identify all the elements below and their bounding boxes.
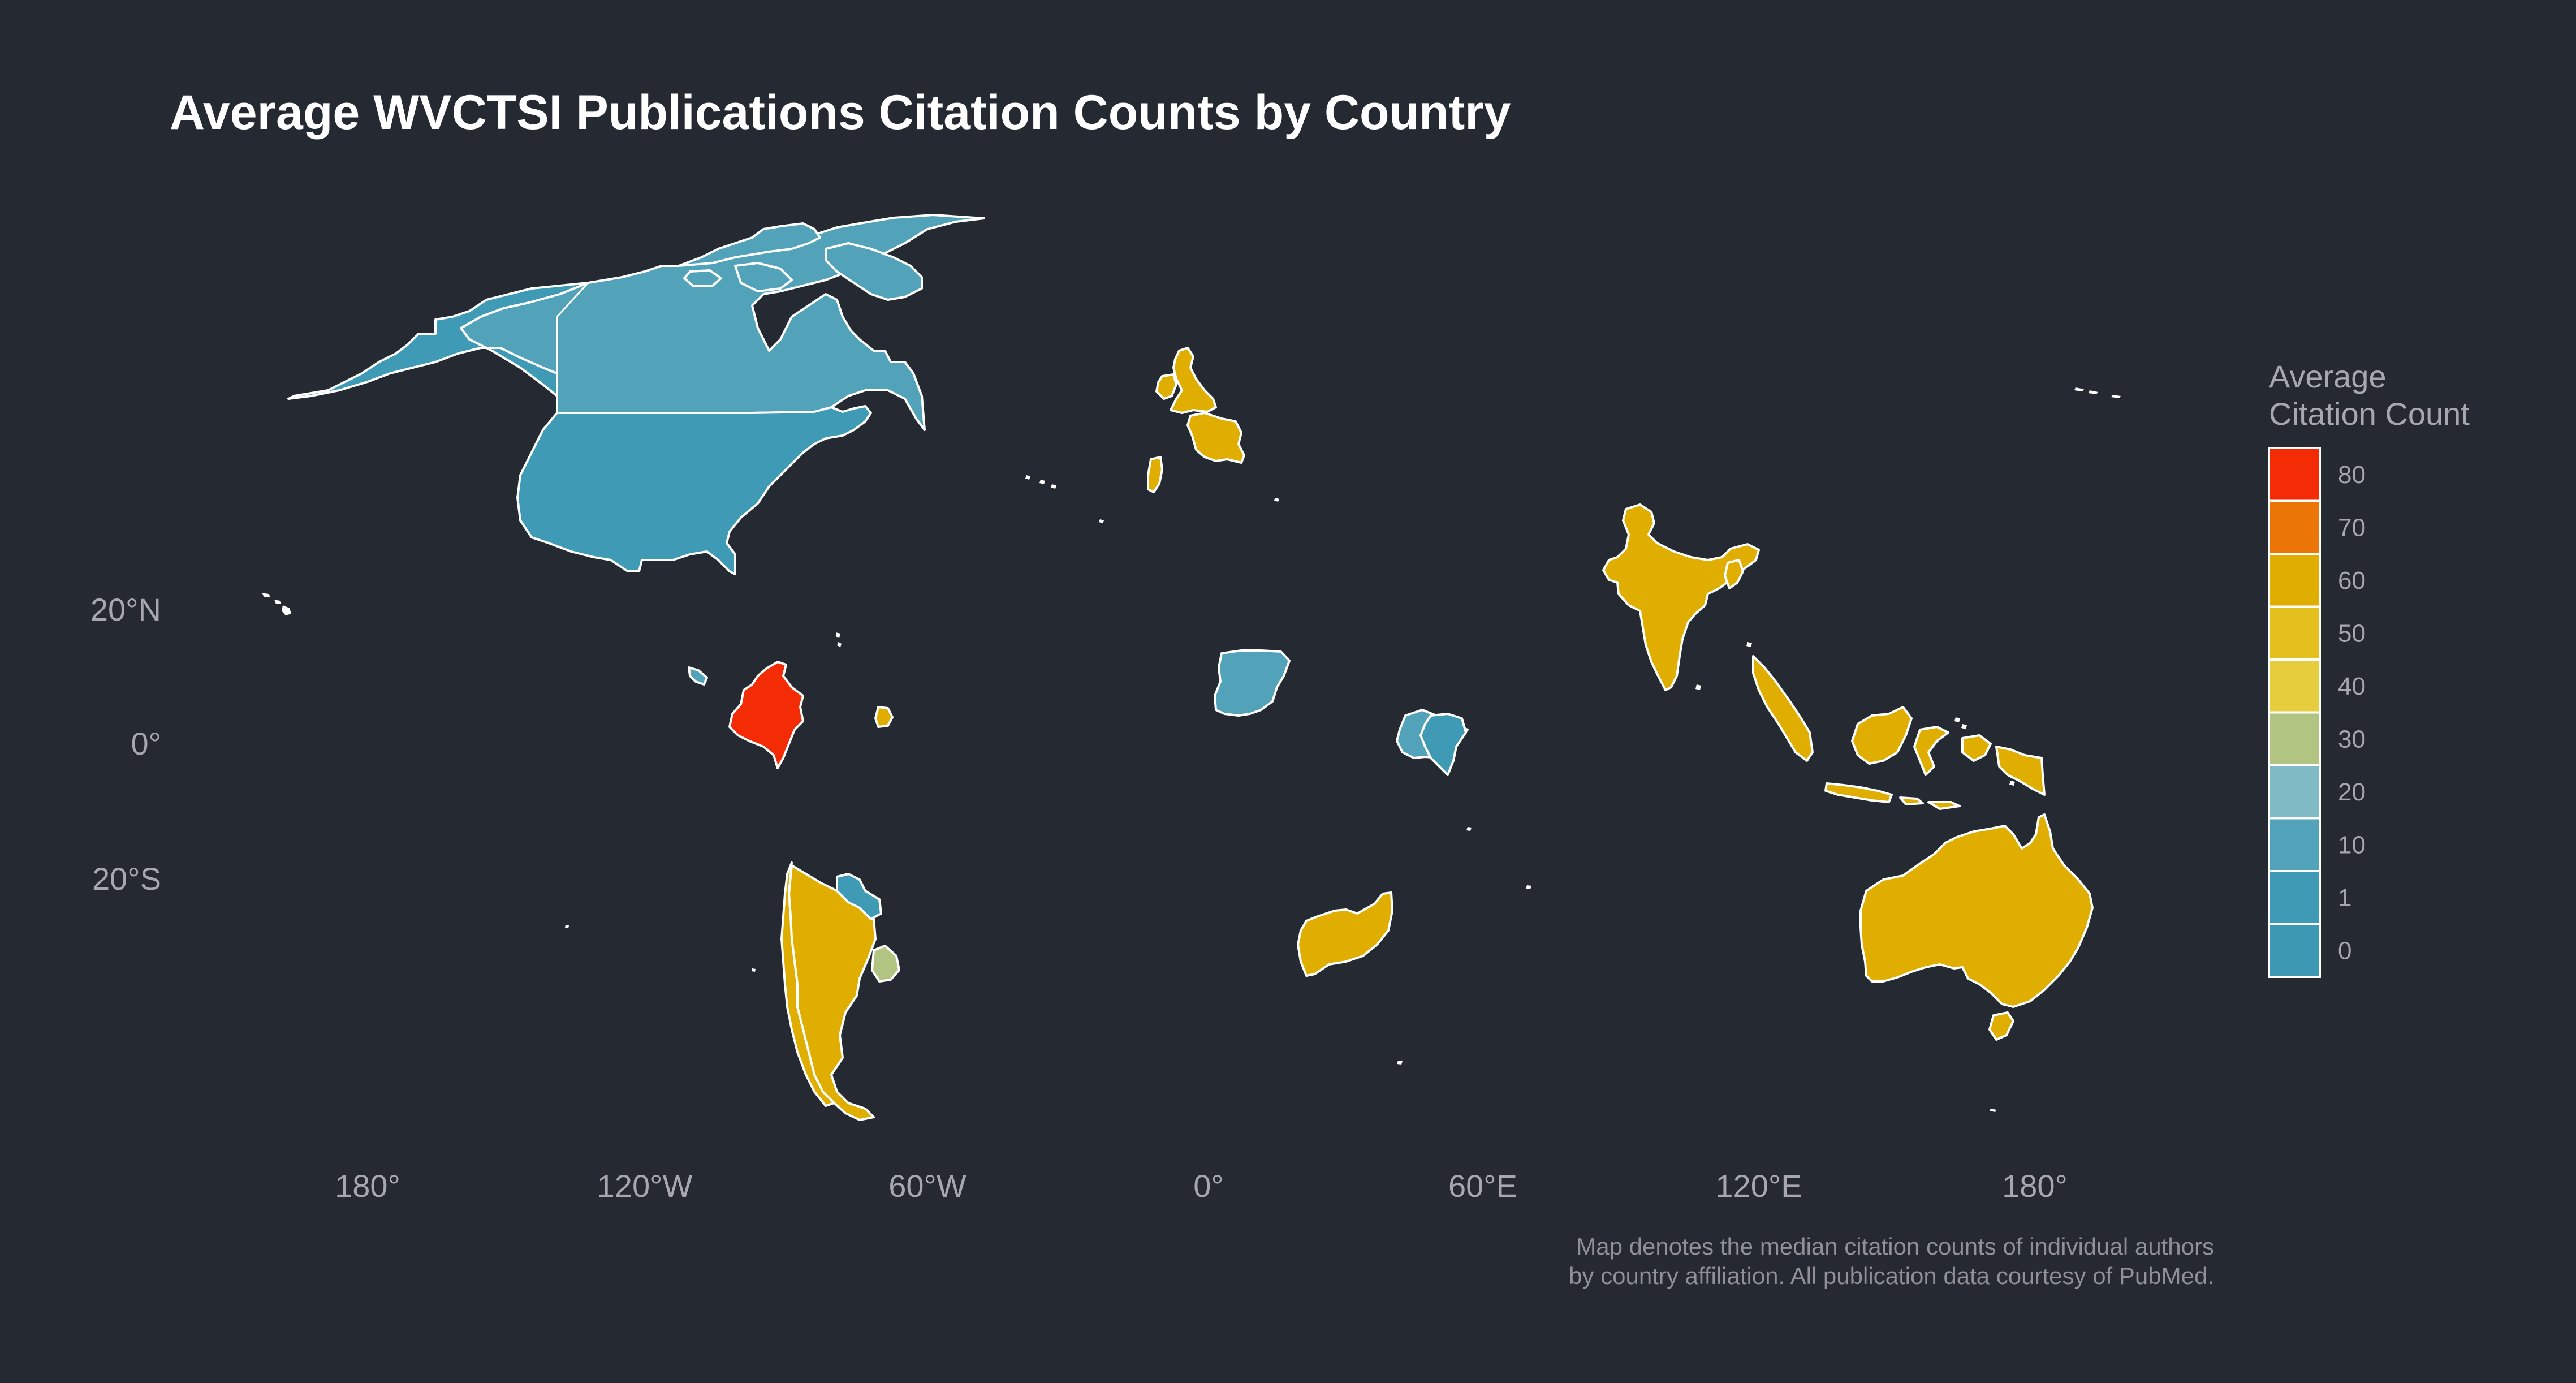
x-tick-label: 180° [2002,1168,2068,1204]
country-bangladesh [1724,559,1744,589]
arctic-island-2 [825,242,923,301]
legend-tick-label: 1 [2338,884,2351,912]
legend-swatch [2268,553,2321,608]
legend: Average Citation Count 80706050403020101… [2268,359,2470,978]
legend-swatch [2268,817,2321,872]
x-tick-label: 120°E [1715,1168,1802,1204]
legend-swatch [2268,447,2321,502]
legend-swatch [2268,711,2321,766]
pacific-specks [565,925,756,972]
y-tick-label: 20°N [90,592,161,627]
caribbean-isles [836,632,842,647]
country-indonesia-borneo [1851,706,1913,765]
border-us-canada [557,411,815,414]
legend-tick-label: 40 [2338,673,2366,700]
legend-tick-label: 80 [2338,461,2366,489]
map-countries [261,214,2121,1121]
country-colombia [728,661,804,769]
x-tick-label: 60°E [1448,1168,1517,1204]
legend-swatch [2268,658,2321,714]
country-trinidad [874,706,894,728]
nz-speck [1990,1109,1996,1112]
border-alaska-canada [556,282,589,396]
country-uruguay [871,945,900,983]
country-papua-new-guinea [1995,746,2046,796]
country-united-states [516,405,872,575]
hawaii [261,593,291,615]
legend-tick-label: 60 [2338,567,2366,594]
aleutian-specks [2074,387,2121,398]
legend-title-line2: Citation Count [2269,396,2470,432]
legend-tick-label: 70 [2338,514,2366,541]
country-indonesia-java [1824,782,1893,803]
country-france [1186,412,1245,464]
country-alaska [287,282,589,400]
country-panama [688,666,708,686]
x-tick-label: 0° [1193,1168,1224,1204]
legend-swatch [2268,764,2321,820]
x-tick-label: 120°W [597,1168,693,1204]
country-portugal [1147,456,1163,493]
legend-swatch [2268,499,2321,555]
arctic-island-3 [734,262,793,292]
x-tick-label: 180° [335,1168,400,1204]
legend-swatch [2268,870,2321,925]
x-axis: 180° 120°W 60°W 0° 60°E 120°E 180° [335,1168,2068,1204]
y-axis: 20°N 0° 20°S [90,592,161,897]
country-south-africa [1297,891,1393,977]
sri-lanka-isle [1695,684,1701,690]
legend-title-line1: Average [2269,359,2387,394]
caption-line2: by country affiliation. All publication … [1569,1263,2214,1289]
country-indonesia-east [1899,734,1992,810]
legend-tick-label: 30 [2338,725,2366,753]
arctic-islands [678,222,821,267]
x-tick-label: 60°W [888,1168,966,1204]
arctic-island-4 [683,269,722,287]
y-tick-label: 0° [131,726,161,761]
y-tick-label: 20°S [92,861,161,897]
caption-line1: Map denotes the median citation counts o… [1576,1233,2214,1260]
country-united-kingdom [1170,347,1217,414]
country-kenya [1419,713,1467,776]
country-australia [1859,813,2094,1008]
country-indonesia-sulawesi [1913,726,1949,776]
country-australia-tasmania [1988,1011,2014,1041]
country-indonesia-sumatra [1752,655,1814,762]
legend-tick-label: 50 [2338,619,2366,647]
country-paraguay [836,873,882,920]
country-ireland [1155,373,1177,400]
country-india [1602,503,1760,691]
legend-tick-label: 20 [2338,778,2366,806]
legend-swatch [2268,605,2321,661]
legend-tick-label: 0 [2338,937,2351,964]
chart-title: Average WVCTSI Publications Citation Cou… [170,85,1511,140]
indian-ocean-isles [1397,827,1531,1065]
legend-tick-label: 10 [2338,831,2366,859]
legend-swatch [2268,923,2321,978]
country-chile [780,861,835,1107]
country-nigeria [1214,649,1291,717]
